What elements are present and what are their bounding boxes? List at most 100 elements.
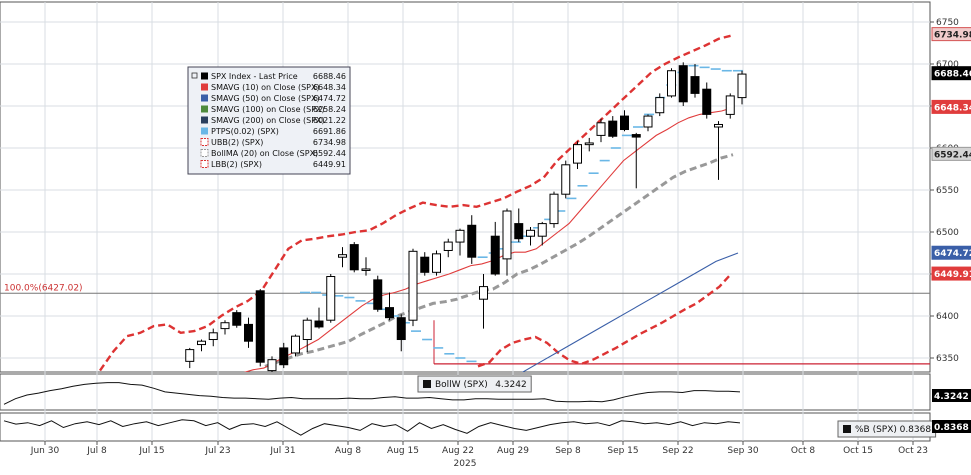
candle-up xyxy=(361,268,371,271)
pctb-legend-value: 0.8368 xyxy=(900,425,932,435)
legend-swatch xyxy=(200,160,209,168)
legend-name: SMAVG (200) on Close (SPX) xyxy=(211,116,325,125)
legend-value: 6592.44 xyxy=(313,149,346,158)
price-panel: 100.0%(6427.02) xyxy=(0,34,930,372)
price-tag-text: 6688.46 xyxy=(934,70,971,80)
candle-up xyxy=(714,123,723,128)
date-label: Jul 23 xyxy=(204,446,230,456)
price-tag: 6688.46 xyxy=(931,66,971,81)
legend-value: 6648.34 xyxy=(313,83,346,92)
legend-item: LBB(2) (SPX) 6449.91 xyxy=(200,160,346,169)
candle-up xyxy=(208,332,218,341)
date-label: Jul 15 xyxy=(138,446,164,456)
date-label: Sep 8 xyxy=(555,446,581,456)
legend-swatch xyxy=(201,94,208,102)
bollw-value-tag-text: 4.3242 xyxy=(934,392,969,402)
candle xyxy=(185,347,195,369)
candle xyxy=(620,110,629,132)
candle-down xyxy=(232,312,242,326)
candle-up xyxy=(549,193,559,225)
legend-value: 6474.72 xyxy=(313,94,346,103)
candle-up xyxy=(220,322,230,330)
candle xyxy=(443,238,453,258)
legend-swatch xyxy=(201,72,208,80)
candle xyxy=(349,242,359,273)
candle xyxy=(467,215,477,264)
pctb-legend-swatch xyxy=(843,425,851,433)
candle xyxy=(244,317,253,348)
candle xyxy=(596,118,606,143)
candle-up xyxy=(291,335,300,354)
legend-item: SPX Index - Last Price 6688.46 xyxy=(201,72,346,81)
candle-down xyxy=(678,65,688,103)
pctb-value-tag: 0.8368 xyxy=(932,420,971,433)
candle xyxy=(208,328,218,347)
candle-up xyxy=(443,241,453,251)
candle xyxy=(737,70,747,105)
price-tag-box xyxy=(931,27,971,42)
price-tag: 6734.98 xyxy=(931,27,971,42)
candle-up xyxy=(267,359,277,372)
date-axis: Jun 30 Jul 8 Jul 15 Jul 23 Jul 31 Aug 8 Aug 15… xyxy=(30,441,928,469)
candle-up xyxy=(479,286,488,300)
price-tick-label: 6500 xyxy=(936,228,959,238)
candle xyxy=(314,307,324,329)
lower-bollinger-band xyxy=(477,273,732,368)
candle xyxy=(326,274,336,323)
date-label: Aug 15 xyxy=(387,446,419,456)
legend-value: 6449.91 xyxy=(313,160,346,169)
candle-up xyxy=(737,73,747,99)
pctb-legend-name: %B (SPX) xyxy=(855,425,897,435)
candle-up xyxy=(573,144,582,164)
candle-up xyxy=(667,70,676,97)
candle-up xyxy=(655,97,665,114)
price-tick-label: 6550 xyxy=(936,186,959,196)
candle xyxy=(514,208,524,243)
candle xyxy=(255,289,265,367)
candle xyxy=(490,221,500,276)
candle-up xyxy=(432,253,441,273)
candle-down xyxy=(420,256,430,273)
bollw-value-tag-box xyxy=(932,389,971,402)
legend-name: SMAVG (100) on Close (SPX) xyxy=(211,105,325,114)
candle xyxy=(725,93,735,119)
date-label: Aug 22 xyxy=(442,446,474,456)
legend-swatch xyxy=(200,149,209,157)
legend-value: 6691.86 xyxy=(313,127,346,136)
candle-down xyxy=(702,88,712,115)
price-tag-box xyxy=(931,66,971,81)
candle xyxy=(690,64,700,98)
candle-up xyxy=(561,164,571,195)
bollw-line xyxy=(3,382,741,405)
legend-item: SMAVG (50) on Close (SPX)6474.72 xyxy=(201,94,346,103)
date-label: Oct 23 xyxy=(898,446,928,456)
candle xyxy=(702,82,712,119)
price-tag-text: 6474.72 xyxy=(934,249,971,259)
candle-up xyxy=(408,250,418,321)
date-label: Jul 31 xyxy=(269,446,295,456)
date-label: Sep 30 xyxy=(727,446,759,456)
candle xyxy=(338,247,347,268)
bollw-legend-box xyxy=(417,375,532,393)
legend-item: SMAVG (200) on Close (SPX)6021.22 xyxy=(201,116,346,125)
date-label: Oct 8 xyxy=(791,446,815,456)
candle xyxy=(573,141,582,169)
price-tag: 6592.44 xyxy=(931,146,971,161)
bollw-legend-value: 4.3242 xyxy=(495,380,527,390)
bollinger-middle xyxy=(264,153,734,368)
legend-box xyxy=(187,66,351,175)
candle-down xyxy=(314,320,324,328)
price-axis: 6350640064506500655066006650670067506734… xyxy=(930,18,971,364)
candle-down xyxy=(349,244,359,271)
legend-item: BollMA (20) on Close (SPX)6592.44 xyxy=(200,149,346,158)
candle-down xyxy=(608,120,618,137)
candle-down xyxy=(255,290,265,363)
candle xyxy=(561,160,571,199)
candle-down xyxy=(385,307,394,319)
candle xyxy=(537,221,547,246)
candle xyxy=(267,356,277,372)
price-tag-box xyxy=(931,245,971,260)
collapse-icon xyxy=(191,72,198,79)
legend-value: 6258.24 xyxy=(313,105,346,114)
